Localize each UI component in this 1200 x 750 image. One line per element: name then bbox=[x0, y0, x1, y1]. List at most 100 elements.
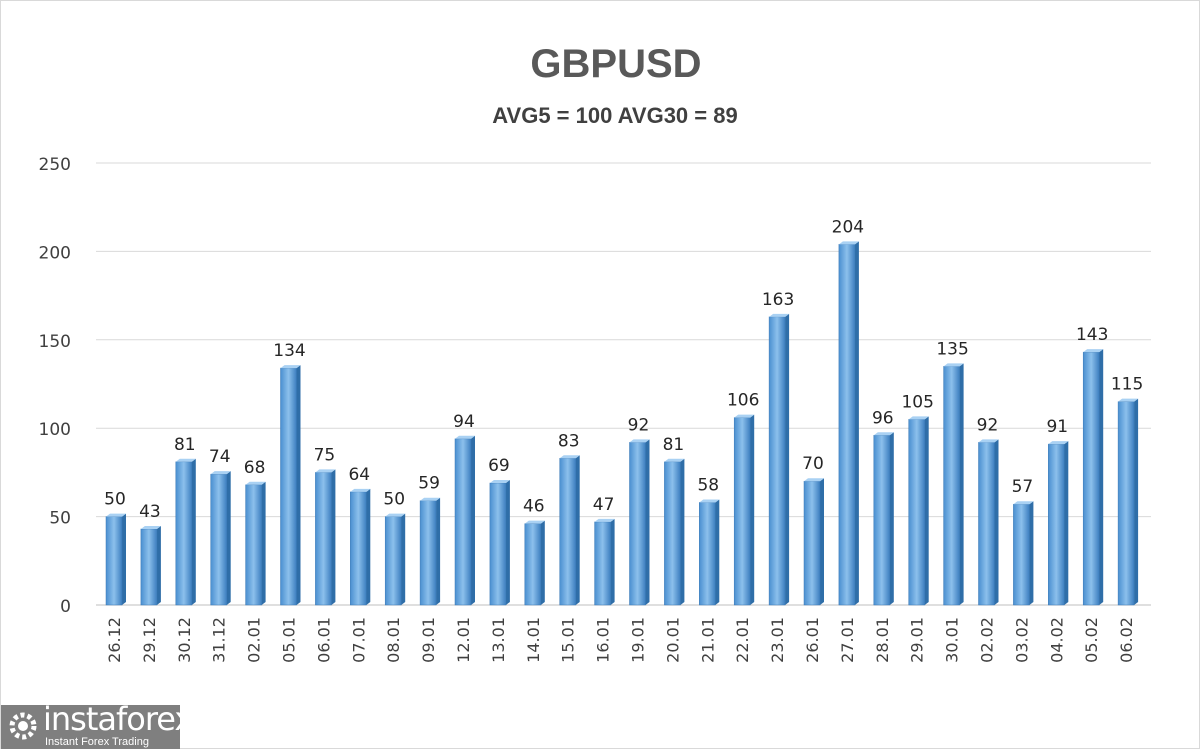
bar-side bbox=[505, 480, 510, 605]
x-tick-label: 08.01 bbox=[384, 617, 403, 663]
chart-subtitle: AVG5 = 100 AVG30 = 89 bbox=[492, 103, 738, 128]
bar-side bbox=[854, 241, 859, 605]
bar-top bbox=[838, 241, 859, 245]
bar bbox=[768, 316, 786, 606]
x-tick-label: 21.01 bbox=[698, 617, 717, 663]
bar bbox=[524, 523, 542, 606]
bar-top bbox=[350, 488, 371, 492]
x-tick-label: 07.01 bbox=[349, 617, 368, 663]
bar-side bbox=[750, 414, 755, 605]
data-label: 50 bbox=[383, 490, 405, 510]
bar-top bbox=[524, 520, 545, 524]
data-label: 47 bbox=[593, 495, 615, 515]
data-label: 46 bbox=[523, 497, 545, 517]
x-tick-label: 22.01 bbox=[733, 617, 752, 663]
bar-side bbox=[471, 435, 475, 605]
x-tick-label: 09.01 bbox=[419, 617, 438, 663]
y-tick-label: 250 bbox=[39, 155, 71, 175]
x-tick-label: 27.01 bbox=[838, 617, 857, 663]
bar-side bbox=[1134, 398, 1139, 605]
bar bbox=[210, 473, 227, 606]
bar bbox=[733, 417, 751, 606]
bar-top bbox=[873, 432, 894, 436]
bar-side bbox=[610, 518, 615, 605]
bar-side bbox=[1099, 349, 1104, 605]
data-label: 59 bbox=[418, 474, 440, 494]
bar-top bbox=[106, 513, 126, 517]
bar-top bbox=[629, 439, 650, 443]
bar-side bbox=[191, 458, 196, 605]
bar-side bbox=[122, 513, 126, 605]
data-label: 50 bbox=[104, 490, 126, 510]
bar bbox=[1117, 401, 1135, 606]
chart-title: GBPUSD bbox=[530, 42, 702, 86]
bar bbox=[629, 442, 646, 606]
data-label: 204 bbox=[832, 217, 864, 237]
x-tick-label: 19.01 bbox=[629, 617, 648, 663]
data-label: 143 bbox=[1076, 325, 1108, 345]
bar bbox=[1048, 443, 1065, 606]
bar bbox=[803, 480, 821, 606]
data-label: 94 bbox=[453, 412, 475, 432]
bar-top bbox=[385, 513, 406, 517]
data-label: 115 bbox=[1111, 375, 1143, 395]
bar-top bbox=[1048, 441, 1069, 445]
data-label: 81 bbox=[174, 435, 196, 455]
bar bbox=[1082, 351, 1100, 606]
bar-top bbox=[489, 480, 510, 484]
data-label: 57 bbox=[1012, 477, 1034, 497]
bar-side bbox=[331, 469, 336, 605]
data-label: 81 bbox=[663, 435, 685, 455]
x-tick-label: 31.12 bbox=[210, 617, 229, 663]
bar-top bbox=[804, 478, 824, 482]
x-tick-label: 30.01 bbox=[943, 617, 962, 663]
bar-side bbox=[436, 497, 441, 605]
data-label: 163 bbox=[762, 290, 794, 310]
bar bbox=[699, 502, 716, 606]
bar-top bbox=[1118, 398, 1139, 402]
bar-side bbox=[401, 513, 406, 605]
bar-top bbox=[455, 435, 475, 439]
data-label: 69 bbox=[488, 456, 510, 476]
x-tick-label: 30.12 bbox=[175, 617, 194, 663]
data-label: 43 bbox=[139, 502, 161, 522]
bar-top bbox=[699, 499, 720, 503]
bar bbox=[489, 482, 507, 606]
data-label: 134 bbox=[273, 341, 305, 361]
bar bbox=[315, 472, 332, 606]
logo-name: instaforex bbox=[43, 705, 180, 738]
data-label: 74 bbox=[209, 447, 231, 467]
bar-top bbox=[769, 313, 790, 317]
x-tick-label: 02.01 bbox=[245, 617, 264, 663]
bar-top bbox=[1013, 501, 1034, 505]
data-label: 92 bbox=[977, 415, 999, 435]
instaforex-logo: instaforex Instant Forex Trading bbox=[1, 705, 180, 749]
y-tick-label: 200 bbox=[39, 243, 71, 263]
x-tick-label: 28.01 bbox=[873, 617, 892, 663]
data-label: 135 bbox=[936, 339, 968, 359]
x-tick-label: 05.02 bbox=[1082, 617, 1101, 663]
bar bbox=[664, 461, 681, 606]
bar-side bbox=[1029, 501, 1034, 605]
y-tick-label: 0 bbox=[60, 597, 71, 617]
bar bbox=[384, 516, 402, 606]
bar-top bbox=[978, 439, 999, 443]
bar bbox=[350, 491, 367, 606]
bar bbox=[873, 435, 891, 606]
bar bbox=[280, 367, 297, 606]
x-tick-label: 14.01 bbox=[524, 617, 543, 663]
bar-side bbox=[645, 439, 650, 605]
bar bbox=[838, 244, 856, 606]
bar-top bbox=[315, 469, 336, 473]
bar-side bbox=[715, 499, 720, 605]
bar-side bbox=[366, 488, 371, 605]
data-label: 96 bbox=[872, 408, 894, 428]
data-label: 91 bbox=[1046, 417, 1068, 437]
bar-top bbox=[734, 414, 755, 418]
bar-side bbox=[296, 365, 301, 605]
bar-side bbox=[680, 458, 685, 605]
x-tick-label: 20.01 bbox=[663, 617, 682, 663]
data-label: 106 bbox=[727, 391, 759, 411]
